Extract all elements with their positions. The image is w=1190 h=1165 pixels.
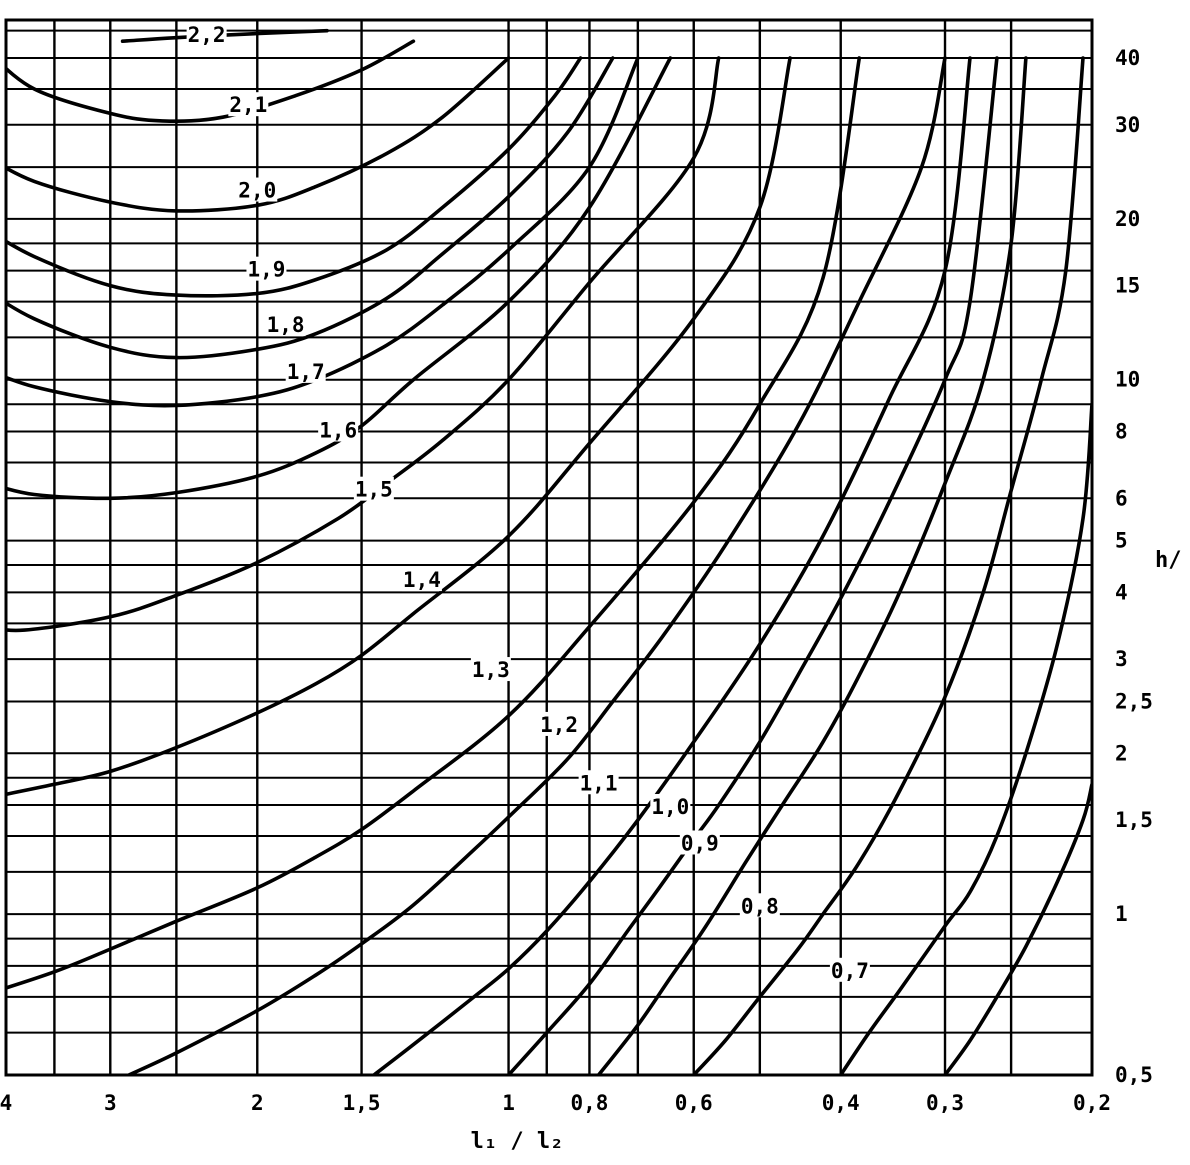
curve-2-0 bbox=[6, 56, 511, 213]
curve-label: 2,1 bbox=[229, 93, 267, 117]
curve-1-8 bbox=[6, 56, 615, 360]
curve-label: 1,8 bbox=[267, 313, 305, 337]
curve-label: 2,0 bbox=[238, 179, 276, 203]
curve-label-group: 2,2 bbox=[186, 21, 227, 47]
curve-0-6 bbox=[943, 782, 1092, 1075]
curve-label-group: 1,1 bbox=[578, 770, 619, 795]
y-tick-label: 2 bbox=[1115, 741, 1128, 765]
x-axis-title: l₁ / l₂ bbox=[471, 1129, 564, 1154]
x-tick-label: 1 bbox=[502, 1091, 515, 1115]
curve-1-4 bbox=[6, 56, 792, 797]
plot-frame bbox=[4, 18, 1094, 1077]
tick-layer: 4 3 2 1,5 1 0,8 0,6 0,4 0,3 0,2 40 30 20 15 10 8 6 5 4 3 2,5… bbox=[0, 46, 1153, 1115]
curve-label-group: 1,9 bbox=[246, 256, 287, 282]
curve-label-group: 1,4 bbox=[401, 567, 442, 592]
curve-label-group: 2,0 bbox=[237, 177, 278, 203]
curve-label: 0,9 bbox=[681, 831, 719, 855]
x-tick-label: 4 bbox=[0, 1091, 12, 1115]
curve-label-backing bbox=[285, 358, 326, 383]
curve-1-2 bbox=[127, 56, 947, 1075]
curve-label: 0,7 bbox=[831, 959, 869, 983]
curve-label: 1,9 bbox=[247, 258, 285, 282]
x-tick-label: 0,6 bbox=[675, 1091, 713, 1115]
curve-label-backing bbox=[739, 893, 780, 918]
curve-label: 1,7 bbox=[287, 360, 325, 384]
y-tick-label: 0,5 bbox=[1115, 1063, 1153, 1087]
curve-label-group: 0,9 bbox=[679, 830, 720, 855]
curve-label-group: 1,6 bbox=[318, 417, 359, 443]
curve-0-7 bbox=[838, 402, 1092, 1075]
curve-label: 1,0 bbox=[651, 795, 689, 819]
curve-0-8 bbox=[691, 56, 1085, 1075]
curve-label-backing bbox=[401, 567, 442, 592]
curve-label-group: 1,0 bbox=[650, 793, 691, 819]
x-tick-label: 0,4 bbox=[822, 1091, 860, 1115]
curve-label: 0,8 bbox=[741, 894, 779, 918]
y-tick-label: 15 bbox=[1115, 274, 1140, 298]
curve-1-1 bbox=[372, 56, 972, 1075]
y-tick-label: 10 bbox=[1115, 368, 1140, 392]
curve-label-backing bbox=[237, 177, 278, 202]
curve-label-group: 0,8 bbox=[739, 893, 780, 918]
curve-label-backing bbox=[246, 256, 287, 281]
y-tick-label: 3 bbox=[1115, 647, 1128, 671]
curve-label-backing bbox=[829, 957, 870, 982]
curve-layer bbox=[6, 28, 1092, 1075]
curve-label-group: 0,7 bbox=[829, 957, 870, 983]
curve-label-backing bbox=[470, 657, 511, 682]
y-tick-label: 30 bbox=[1115, 113, 1140, 137]
curve-label-backing bbox=[265, 312, 306, 337]
y-tick-label: 20 bbox=[1115, 207, 1140, 231]
curve-label-backing bbox=[679, 830, 720, 855]
y-axis-title: h/ bbox=[1155, 548, 1182, 573]
curve-label: 1,6 bbox=[319, 419, 357, 443]
y-tick-label: 40 bbox=[1115, 46, 1140, 70]
curve-label: 1,4 bbox=[403, 568, 441, 592]
curve-label-group: 1,5 bbox=[353, 476, 394, 502]
y-tick-label: 5 bbox=[1115, 529, 1128, 553]
curve-label-backing bbox=[353, 476, 394, 501]
curve-label-backing bbox=[578, 770, 619, 795]
x-tick-label: 0,8 bbox=[570, 1091, 608, 1115]
curve-label: 1,1 bbox=[580, 771, 618, 795]
curve-1-3 bbox=[6, 56, 862, 990]
curve-label-backing bbox=[539, 711, 580, 736]
x-tick-label: 2 bbox=[251, 1091, 264, 1115]
y-tick-label: 6 bbox=[1115, 486, 1128, 510]
curve-label-group: 1,8 bbox=[265, 312, 306, 337]
y-tick-label: 8 bbox=[1115, 420, 1128, 444]
curve-label: 2,2 bbox=[188, 23, 226, 47]
curve-label-group: 1,7 bbox=[285, 358, 326, 384]
curve-label-group: 1,2 bbox=[539, 711, 580, 737]
x-tick-label: 0,2 bbox=[1073, 1091, 1111, 1115]
y-tick-label: 1,5 bbox=[1115, 808, 1153, 832]
grid-layer bbox=[4, 18, 1094, 1077]
x-tick-label: 0,3 bbox=[926, 1091, 964, 1115]
curve-1-0 bbox=[506, 56, 999, 1075]
curve-label: 1,5 bbox=[355, 478, 393, 502]
annotation-layer: 2,2 2,1 2,0 1,9 1,8 1,7 1,6 1,5 1,4 1,3 1,2 1,1 1,0 0… bbox=[186, 21, 870, 983]
curve-label: 1,2 bbox=[540, 713, 578, 737]
curve-1-5 bbox=[6, 56, 721, 633]
curve-label-backing bbox=[318, 417, 359, 442]
curve-label-group: 2,1 bbox=[228, 92, 269, 117]
curve-label-backing bbox=[228, 92, 269, 117]
x-tick-label: 3 bbox=[104, 1091, 117, 1115]
x-tick-label: 1,5 bbox=[343, 1091, 381, 1115]
y-tick-label: 1 bbox=[1115, 902, 1128, 926]
curve-label-backing bbox=[650, 793, 691, 818]
curve-2-1 bbox=[6, 39, 416, 123]
y-tick-label: 2,5 bbox=[1115, 689, 1153, 713]
curve-label-backing bbox=[186, 21, 227, 46]
curve-1-7 bbox=[6, 56, 640, 408]
curve-1-9 bbox=[6, 56, 583, 298]
curve-label: 1,3 bbox=[472, 658, 510, 682]
curve-0-9 bbox=[596, 56, 1028, 1075]
curve-label-group: 1,3 bbox=[470, 657, 511, 682]
y-tick-label: 4 bbox=[1115, 580, 1128, 604]
